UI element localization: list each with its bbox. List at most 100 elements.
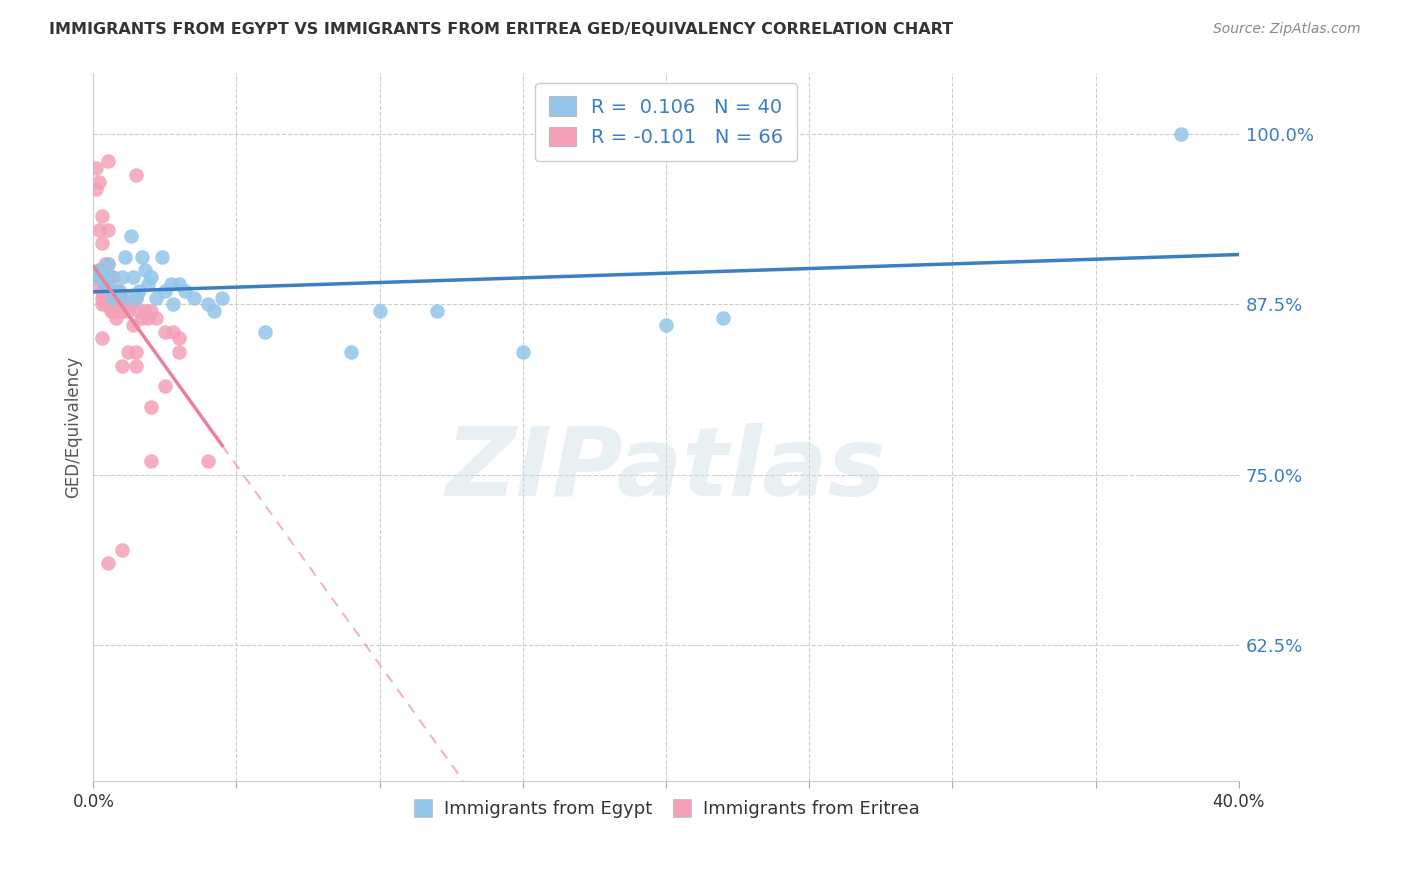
Point [122,318,145,332]
Text: ZIPatlas: ZIPatlas [446,423,886,516]
Point [131,250,153,264]
Point [167,345,190,359]
Point [108,284,131,298]
Point [108,304,131,318]
Point [84,161,107,176]
Point [87,263,110,277]
Y-axis label: GED/Equivalency: GED/Equivalency [65,356,82,498]
Text: IMMIGRANTS FROM EGYPT VS IMMIGRANTS FROM ERITREA GED/EQUIVALENCY CORRELATION CHA: IMMIGRANTS FROM EGYPT VS IMMIGRANTS FROM… [49,22,953,37]
Point [134,263,156,277]
Point [90,270,112,285]
Point [100,304,122,318]
Point [128,284,150,298]
Point [103,270,125,285]
Point [97,270,120,285]
Point [100,284,122,298]
Point [90,291,112,305]
Point [174,284,197,298]
Point [94,291,117,305]
Point [97,222,120,236]
Point [711,311,734,326]
Point [114,250,136,264]
Point [103,291,125,305]
Point [90,284,112,298]
Point [87,222,110,236]
Point [139,400,162,414]
Point [103,304,125,318]
Point [94,277,117,291]
Point [125,291,148,305]
Point [97,154,120,169]
Point [211,291,233,305]
Point [136,277,159,291]
Point [167,331,190,345]
Point [97,257,120,271]
Point [134,304,156,318]
Point [125,359,148,373]
Point [90,331,112,345]
Point [117,291,139,305]
Point [183,291,205,305]
Point [153,284,176,298]
Point [111,304,134,318]
Point [97,257,120,271]
Point [125,291,148,305]
Point [131,311,153,326]
Point [90,263,112,277]
Point [87,175,110,189]
Point [105,311,128,326]
Point [84,270,107,285]
Point [94,297,117,311]
Point [159,277,181,291]
Point [97,556,120,570]
Point [202,304,225,318]
Point [97,291,120,305]
Point [111,270,134,285]
Point [100,291,122,305]
Point [150,250,173,264]
Point [111,359,134,373]
Point [90,209,112,223]
Point [167,277,190,291]
Point [139,454,162,468]
Point [114,297,136,311]
Point [122,270,145,285]
Point [111,304,134,318]
Point [111,542,134,557]
Point [125,345,148,359]
Point [197,454,219,468]
Point [84,277,107,291]
Point [136,311,159,326]
Point [139,304,162,318]
Point [340,345,363,359]
Point [108,284,131,298]
Point [120,229,142,244]
Point [368,304,391,318]
Point [90,297,112,311]
Point [84,182,107,196]
Legend: Immigrants from Egypt, Immigrants from Eritrea: Immigrants from Egypt, Immigrants from E… [405,793,928,825]
Point [197,297,219,311]
Point [103,304,125,318]
Point [100,270,122,285]
Point [87,263,110,277]
Point [105,297,128,311]
Point [153,325,176,339]
Point [139,270,162,285]
Point [125,168,148,182]
Text: Source: ZipAtlas.com: Source: ZipAtlas.com [1213,22,1361,37]
Point [162,325,184,339]
Point [145,311,167,326]
Point [100,297,122,311]
Point [90,236,112,251]
Point [153,379,176,393]
Point [97,297,120,311]
Point [117,304,139,318]
Point [105,284,128,298]
Point [94,257,117,271]
Point [103,284,125,298]
Point [512,345,534,359]
Point [145,291,167,305]
Point [100,270,122,285]
Point [254,325,277,339]
